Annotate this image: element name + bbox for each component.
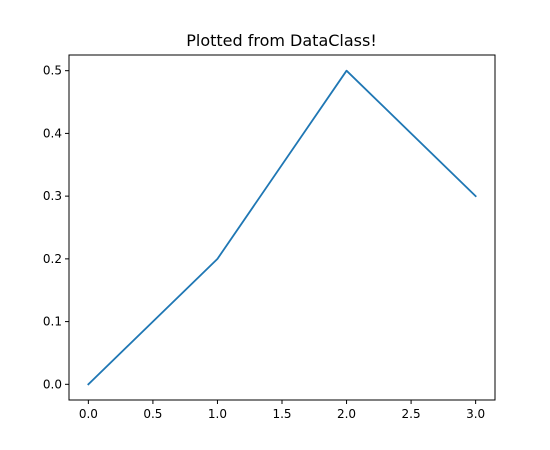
x-tick-label: 0.0 bbox=[79, 407, 98, 421]
plot-frame bbox=[68, 54, 496, 401]
y-tick-label: 0.0 bbox=[43, 377, 62, 391]
y-tick-label: 0.2 bbox=[43, 252, 62, 266]
x-tick-label: 2.5 bbox=[402, 407, 421, 421]
y-tick-label: 0.4 bbox=[43, 126, 62, 140]
series-layer bbox=[87, 69, 477, 386]
series-line bbox=[87, 69, 477, 386]
x-axis: 0.0 0.5 1.0 1.5 2.0 2.5 3.0 bbox=[79, 400, 485, 421]
y-tick-label: 0.1 bbox=[43, 315, 62, 329]
y-tick-label: 0.5 bbox=[43, 64, 62, 78]
y-tick-label: 0.3 bbox=[43, 189, 62, 203]
chart-title: Plotted from DataClass! bbox=[186, 31, 377, 50]
x-tick-label: 0.5 bbox=[143, 407, 162, 421]
y-axis: 0.0 0.1 0.2 0.3 0.4 0.5 bbox=[43, 64, 69, 391]
x-tick-label: 2.0 bbox=[337, 407, 356, 421]
x-tick-label: 3.0 bbox=[466, 407, 485, 421]
x-tick-label: 1.5 bbox=[272, 407, 291, 421]
x-tick-label: 1.0 bbox=[208, 407, 227, 421]
